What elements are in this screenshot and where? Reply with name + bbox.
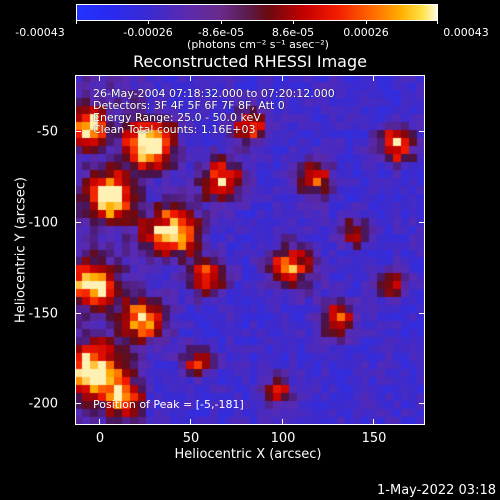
x-axis-label: Heliocentric X (arcsec) — [174, 447, 322, 462]
x-tick-label: 50 — [182, 431, 200, 446]
heatmap-image — [75, 75, 425, 425]
colorbar-tick — [221, 20, 222, 24]
y-tick-label: -100 — [28, 215, 58, 231]
heatmap-plot[interactable] — [75, 75, 425, 425]
colorbar-label: 0.00043 — [443, 26, 489, 39]
x-tick-label: 100 — [270, 431, 296, 446]
peak-position: Position of Peak = [-5,-181] — [93, 398, 244, 411]
x-axis-tick — [373, 75, 374, 81]
colorbar-tick — [76, 20, 77, 24]
x-axis-tick — [282, 419, 283, 425]
info-energy-range: Energy Range: 25.0 - 50.0 keV — [93, 111, 261, 124]
y-axis-tick — [75, 313, 81, 314]
render-timestamp: 1-May-2022 03:18 — [377, 483, 496, 498]
colorbar-tick — [293, 20, 294, 24]
plot-title: Reconstructed RHESSI Image — [133, 52, 367, 71]
info-detectors: Detectors: 3F 4F 5F 6F 7F 8F, Att 0 — [93, 99, 285, 112]
x-axis-tick — [99, 419, 100, 425]
y-axis-label: Heliocentric Y (arcsec) — [13, 177, 29, 323]
colorbar-label: 0.00026 — [343, 26, 389, 39]
y-axis-tick — [419, 403, 425, 404]
info-time-range: 26-May-2004 07:18:32.000 to 07:20:12.000 — [93, 87, 335, 100]
colorbar-label: -8.6e-05 — [197, 26, 245, 39]
x-axis-tick — [373, 419, 374, 425]
y-axis-tick — [75, 403, 81, 404]
x-axis-tick — [190, 419, 191, 425]
x-axis-tick — [99, 75, 100, 81]
y-axis-tick — [75, 222, 81, 223]
colorbar-label: 8.6e-05 — [271, 26, 315, 39]
colorbar-tick — [148, 20, 149, 24]
x-tick-label: 150 — [361, 431, 387, 446]
y-axis-tick — [419, 131, 425, 132]
y-axis-tick — [75, 131, 81, 132]
colorbar-tick — [366, 20, 367, 24]
y-tick-label: -150 — [28, 306, 58, 322]
x-tick-label: 0 — [95, 431, 105, 446]
colorbar-tick — [437, 20, 438, 24]
colorbar-units: (photons cm⁻² s⁻¹ asec⁻²) — [187, 38, 329, 51]
y-tick-label: -200 — [28, 396, 58, 412]
info-total-counts: Clean Total counts: 1.16E+03 — [93, 123, 256, 136]
x-axis-tick — [190, 75, 191, 81]
colorbar-label: -0.00026 — [123, 26, 173, 39]
y-axis-tick — [419, 222, 425, 223]
y-tick-label: -50 — [36, 124, 58, 140]
colorbar — [76, 4, 438, 21]
colorbar-label: -0.00043 — [15, 26, 65, 39]
y-axis-tick — [419, 313, 425, 314]
x-axis-tick — [282, 75, 283, 81]
